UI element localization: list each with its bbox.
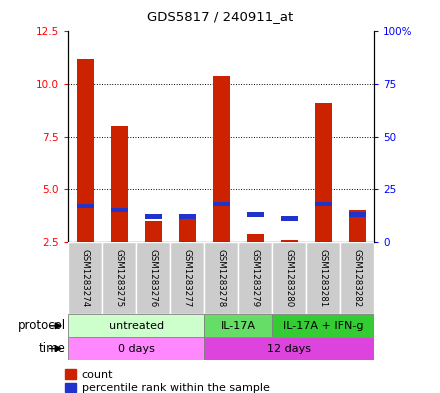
Bar	[281, 216, 297, 221]
Legend: count, percentile rank within the sample: count, percentile rank within the sample	[65, 369, 269, 393]
Bar	[348, 210, 366, 242]
Bar	[306, 242, 340, 314]
Bar	[111, 126, 128, 242]
Bar	[136, 242, 170, 314]
Bar	[204, 314, 272, 337]
Bar	[145, 220, 161, 242]
Bar	[77, 204, 94, 208]
Text: GSM1283279: GSM1283279	[250, 249, 260, 307]
Bar	[68, 337, 204, 360]
Bar	[179, 219, 196, 242]
Text: 0 days: 0 days	[118, 343, 154, 354]
Bar	[204, 242, 238, 314]
Bar	[315, 103, 331, 242]
Text: untreated: untreated	[109, 321, 164, 331]
Bar	[246, 234, 264, 242]
Bar	[170, 242, 204, 314]
Text: 12 days: 12 days	[267, 343, 311, 354]
Bar	[102, 242, 136, 314]
Bar	[213, 202, 230, 206]
Bar	[340, 242, 374, 314]
Text: GSM1283282: GSM1283282	[352, 249, 362, 307]
Text: GDS5817 / 240911_at: GDS5817 / 240911_at	[147, 10, 293, 23]
Text: GSM1283275: GSM1283275	[115, 249, 124, 307]
Bar	[111, 208, 128, 213]
Text: protocol: protocol	[18, 319, 66, 332]
Bar	[179, 214, 196, 219]
Text: IL-17A + IFN-g: IL-17A + IFN-g	[283, 321, 363, 331]
Bar	[68, 242, 102, 314]
Bar	[272, 314, 374, 337]
Bar	[246, 212, 264, 217]
Text: GSM1283276: GSM1283276	[149, 249, 158, 307]
Text: GSM1283278: GSM1283278	[216, 249, 226, 307]
Bar	[213, 75, 230, 242]
Bar	[272, 242, 306, 314]
Bar	[315, 202, 331, 206]
Bar	[77, 59, 94, 242]
Text: GSM1283280: GSM1283280	[285, 249, 293, 307]
Bar	[204, 337, 374, 360]
Text: GSM1283281: GSM1283281	[319, 249, 327, 307]
Bar	[348, 212, 366, 217]
Text: time: time	[39, 342, 66, 355]
Bar	[145, 214, 161, 219]
Bar	[281, 240, 297, 242]
Text: IL-17A: IL-17A	[220, 321, 256, 331]
Bar	[238, 242, 272, 314]
Text: GSM1283274: GSM1283274	[81, 249, 90, 307]
Bar	[68, 314, 204, 337]
Text: GSM1283277: GSM1283277	[183, 249, 192, 307]
